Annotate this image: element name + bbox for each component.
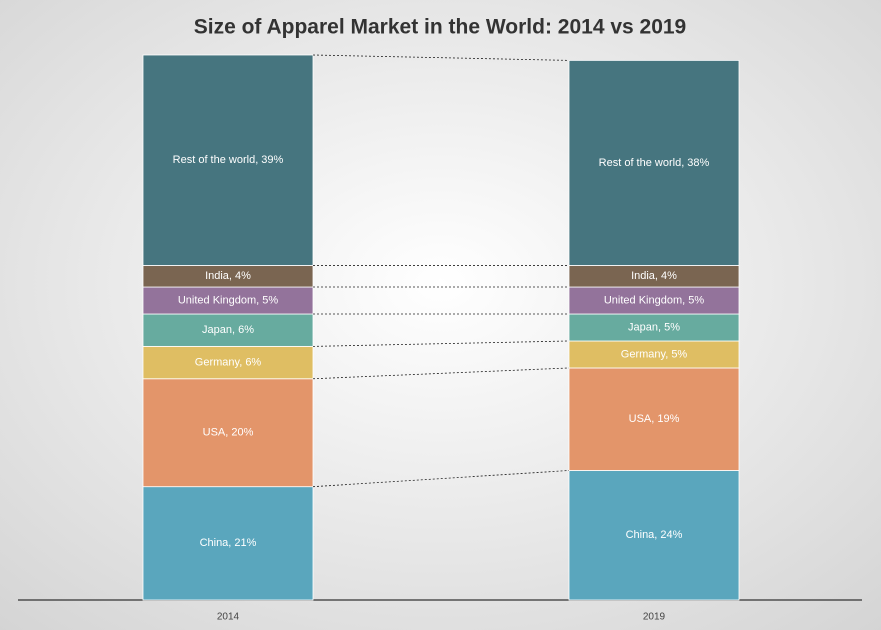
data-label: China, 21% <box>200 537 257 549</box>
x-tick-label: 2019 <box>643 612 666 623</box>
bar-segment <box>142 378 314 488</box>
connector-line <box>312 367 570 380</box>
data-label: India, 4% <box>205 270 251 282</box>
data-label: Japan, 6% <box>202 324 254 336</box>
data-label: China, 24% <box>626 529 683 541</box>
connector-line <box>312 340 570 347</box>
x-tick-label: 2014 <box>217 612 240 623</box>
bar-segment <box>568 59 740 266</box>
connector-line <box>312 470 570 488</box>
bar-segment <box>142 313 314 347</box>
data-label: United Kingdom, 5% <box>604 294 704 306</box>
bar-segment <box>142 54 314 266</box>
bar-segment <box>568 286 740 315</box>
data-label: USA, 19% <box>629 413 680 425</box>
data-label: USA, 20% <box>203 427 254 439</box>
bar-segment <box>142 486 314 601</box>
data-label: Germany, 5% <box>621 348 688 360</box>
bar-segment <box>142 286 314 315</box>
bar-segment <box>568 367 740 471</box>
data-label: Rest of the world, 39% <box>173 154 284 166</box>
chart-title: Size of Apparel Market in the World: 201… <box>194 16 687 39</box>
data-label: Germany, 6% <box>195 356 262 368</box>
bar-segment <box>568 340 740 369</box>
data-label: Japan, 5% <box>628 321 680 333</box>
bar-segment <box>568 470 740 601</box>
data-label: Rest of the world, 38% <box>599 157 710 169</box>
data-label: United Kingdom, 5% <box>178 294 278 306</box>
data-label: India, 4% <box>631 270 677 282</box>
connector-line <box>312 54 570 61</box>
